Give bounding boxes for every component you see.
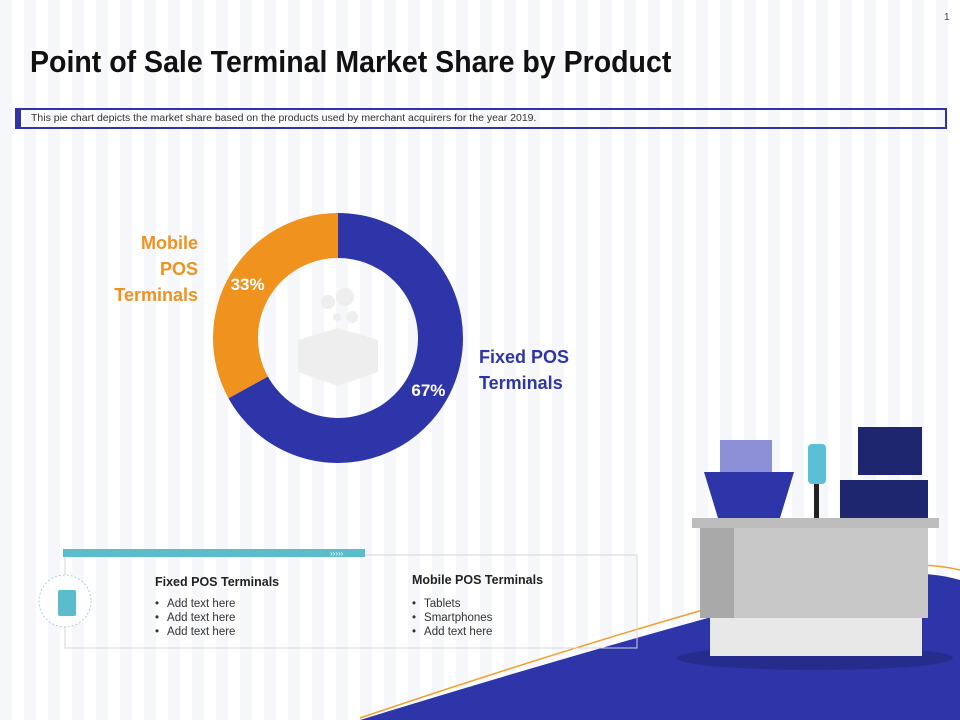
bullet: Add text here xyxy=(155,598,235,610)
subtitle: This pie chart depicts the market share … xyxy=(31,112,537,124)
page-number: 1 xyxy=(944,12,950,23)
stripe xyxy=(552,0,564,720)
stripe xyxy=(384,0,396,720)
reader-stand xyxy=(814,484,819,518)
stripe xyxy=(24,0,36,720)
stripe xyxy=(120,0,132,720)
bullet: Add text here xyxy=(412,626,492,638)
donut xyxy=(213,213,463,463)
panel-heading: Fixed POS Terminals xyxy=(155,575,280,589)
bullet: Add text here xyxy=(155,626,235,638)
stripe xyxy=(96,0,108,720)
card-reader xyxy=(808,444,826,484)
counter xyxy=(700,528,928,618)
counter-top xyxy=(692,518,939,528)
panel-bar xyxy=(63,549,365,557)
panel-heading: Mobile POS Terminals xyxy=(412,573,544,587)
stripe xyxy=(456,0,468,720)
category-label: Fixed POS Terminals xyxy=(479,347,570,393)
stripe xyxy=(192,0,204,720)
title: Point of Sale Terminal Market Share by P… xyxy=(30,44,672,79)
register xyxy=(840,480,928,518)
donut-slice xyxy=(213,213,338,399)
stripe xyxy=(48,0,60,720)
stripe xyxy=(264,0,276,720)
category-label: Mobile POS Terminals xyxy=(114,233,198,305)
box-icon xyxy=(298,288,378,386)
subtitle-accent xyxy=(16,109,21,128)
stripe xyxy=(168,0,180,720)
monitor xyxy=(858,427,922,475)
stripe xyxy=(72,0,84,720)
bullet: Add text here xyxy=(155,612,235,624)
stripe xyxy=(624,0,636,720)
stripe xyxy=(288,0,300,720)
donut-slice xyxy=(228,213,463,463)
value-label: 67% xyxy=(411,381,446,401)
groceries xyxy=(720,440,772,472)
chevrons: ››››› xyxy=(330,549,344,558)
counter-side xyxy=(700,528,734,618)
stripe xyxy=(528,0,540,720)
basket xyxy=(704,472,794,518)
stripe xyxy=(936,0,948,720)
bullet: Smartphones xyxy=(412,612,492,624)
stripe xyxy=(504,0,516,720)
stripe xyxy=(672,0,684,720)
value-label: 33% xyxy=(230,274,265,294)
stripe xyxy=(576,0,588,720)
stripe xyxy=(480,0,492,720)
stripe xyxy=(144,0,156,720)
stripe xyxy=(600,0,612,720)
stripe xyxy=(0,0,12,720)
counter-base xyxy=(710,618,922,656)
icon xyxy=(58,590,76,616)
stripe xyxy=(648,0,660,720)
stripe xyxy=(408,0,420,720)
bullet: Tablets xyxy=(412,598,460,610)
